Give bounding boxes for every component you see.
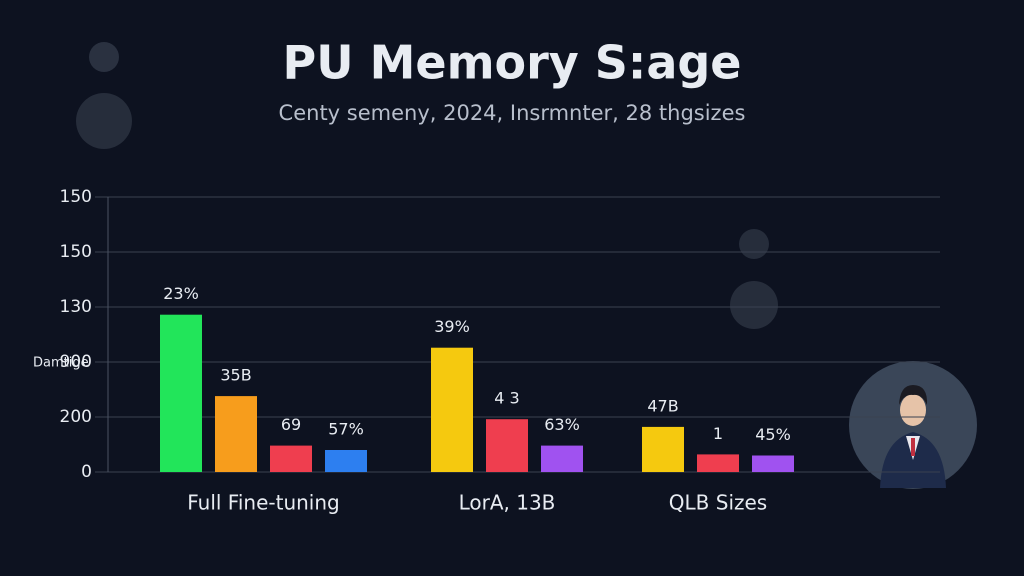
bar (431, 347, 473, 472)
y-axis-label: Damtige (33, 356, 89, 371)
bar (541, 445, 583, 472)
chart-title: PU Memory S:age (283, 36, 742, 90)
bar (325, 450, 367, 472)
decor-circle (739, 229, 769, 259)
y-tick-label: 150 (60, 187, 92, 207)
bar (752, 455, 794, 472)
bar (486, 419, 528, 472)
y-tick-label: 200 (60, 407, 92, 427)
y-tick-label: 130 (60, 297, 92, 317)
y-tick-label: 0 (81, 462, 92, 482)
bar (697, 454, 739, 472)
data-label: 57% (328, 420, 364, 439)
avatar (849, 361, 977, 489)
bar (270, 445, 312, 472)
data-label: 1 (713, 424, 723, 443)
data-label: 45% (755, 425, 791, 444)
data-label: 35B (220, 366, 251, 385)
data-label: 69 (281, 415, 301, 434)
bar (215, 396, 257, 472)
data-label: 4 3 (494, 389, 519, 408)
data-label: 39% (434, 317, 470, 336)
x-tick-label: QLB Sizes (669, 491, 767, 515)
y-tick-label: 150 (60, 242, 92, 262)
decor-circle (89, 42, 119, 72)
data-label: 23% (163, 284, 199, 303)
x-tick-label: Full Fine-tuning (187, 491, 339, 515)
x-tick-label: LorA, 13B (459, 491, 556, 515)
data-label: 63% (544, 415, 580, 434)
decor-circle (730, 281, 778, 329)
chart-subtitle: Centy semeny, 2024, Insrmnter, 28 thgsiz… (279, 101, 746, 125)
decor-circle (76, 93, 132, 149)
y-tick-label: 900 (60, 352, 92, 372)
data-label: 47B (647, 396, 678, 415)
bar (642, 426, 684, 472)
bar (160, 314, 202, 472)
